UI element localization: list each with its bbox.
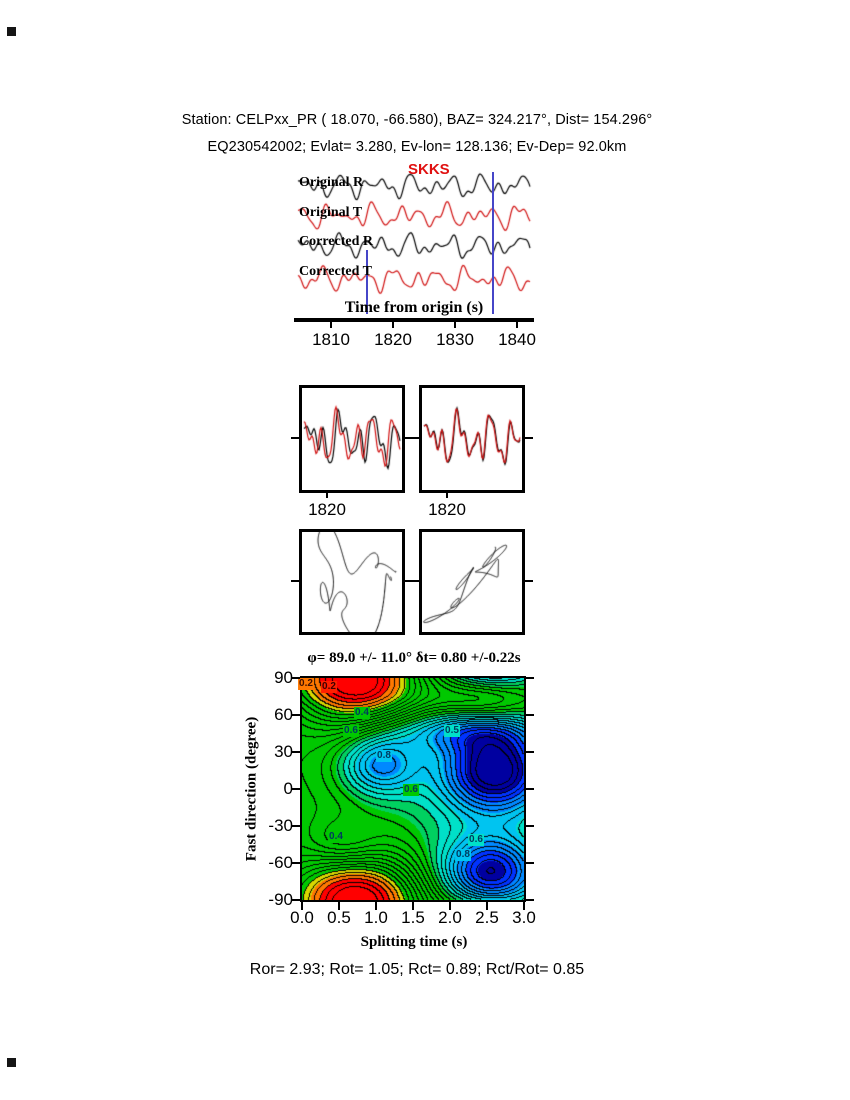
- tick-mark: [411, 580, 419, 582]
- tick-mark: [292, 714, 300, 716]
- splitting-time-tick-label: 0.0: [290, 908, 314, 927]
- trace-label: Corrected T: [299, 264, 372, 279]
- tick-mark: [326, 492, 328, 498]
- tick-mark: [449, 902, 451, 910]
- time-tick-label: 1840: [498, 330, 536, 349]
- particle-motion-original-canvas: [302, 532, 402, 632]
- tick-mark: [301, 902, 303, 910]
- tick-mark: [526, 899, 534, 901]
- tick-mark: [486, 902, 488, 910]
- corner-mark: [7, 1058, 16, 1067]
- time-tick-label: 1810: [312, 330, 350, 349]
- tick-mark: [526, 862, 534, 864]
- tick-mark: [292, 751, 300, 753]
- tick-mark: [526, 751, 534, 753]
- contour-label: 0.5: [444, 725, 460, 737]
- time-tick-label: 1830: [436, 330, 474, 349]
- tick-mark: [291, 437, 299, 439]
- window-tick-label: 1820: [308, 500, 346, 519]
- tick-mark: [526, 677, 534, 679]
- tick-mark: [291, 580, 299, 582]
- quality-footer: Ror= 2.93; Rot= 1.05; Rct= 0.89; Rct/Rot…: [249, 961, 585, 978]
- tick-mark: [405, 580, 413, 582]
- tick-mark: [375, 902, 377, 910]
- trace-label: Original T: [299, 205, 363, 220]
- splitting-time-tick-label: 2.5: [475, 908, 499, 927]
- window-box-original: [299, 385, 405, 493]
- fast-direction-tick-label: 60: [274, 705, 293, 724]
- contour-label: 0.4: [354, 707, 370, 719]
- tick-mark: [525, 580, 533, 582]
- tick-mark: [292, 825, 300, 827]
- tick-mark: [412, 902, 414, 910]
- fast-direction-tick-label: 0: [283, 779, 293, 798]
- event-header: EQ230542002; Evlat= 3.280, Ev-lon= 128.1…: [207, 139, 627, 155]
- particle-motion-box-corrected: [419, 529, 525, 635]
- window-start-marker: [366, 250, 368, 314]
- tick-mark: [405, 437, 413, 439]
- fast-direction-tick-label: 30: [274, 742, 293, 761]
- tick-mark: [330, 322, 332, 328]
- window-box-corrected: [419, 385, 525, 493]
- tick-mark: [454, 322, 456, 328]
- contour-label: 0.4: [328, 831, 344, 843]
- contour-label: 0.6: [403, 784, 419, 796]
- contour-label: 0.2: [321, 681, 337, 693]
- tick-mark: [292, 677, 300, 679]
- tick-mark: [526, 825, 534, 827]
- contour-title: φ= 89.0 +/- 11.0° δt= 0.80 +/-0.22s: [307, 650, 521, 666]
- tick-mark: [292, 862, 300, 864]
- fast-direction-tick-label: -90: [268, 890, 293, 909]
- splitting-time-tick-label: 0.5: [327, 908, 351, 927]
- window-end-marker: [492, 172, 494, 314]
- window-tick-label: 1820: [428, 500, 466, 519]
- contour-label: 0.2: [298, 678, 314, 690]
- trace-label: Corrected R: [299, 234, 373, 249]
- tick-mark: [526, 714, 534, 716]
- time-tick-label: 1820: [374, 330, 412, 349]
- tick-mark: [523, 902, 525, 910]
- contour-label: 0.6: [468, 834, 484, 846]
- fast-direction-tick-label: -60: [268, 853, 293, 872]
- tick-mark: [292, 899, 300, 901]
- time-axis-label: Time from origin (s): [344, 299, 484, 316]
- particle-motion-box-original: [299, 529, 405, 635]
- fast-direction-tick-label: 90: [274, 668, 293, 687]
- contour-label: 0.8: [455, 849, 471, 861]
- splitting-time-tick-label: 1.5: [401, 908, 425, 927]
- tick-mark: [338, 902, 340, 910]
- window-corrected-canvas: [422, 388, 522, 490]
- tick-mark: [526, 788, 534, 790]
- splitting-time-tick-label: 3.0: [512, 908, 536, 927]
- contour-xlabel: Splitting time (s): [360, 934, 468, 950]
- tick-mark: [525, 437, 533, 439]
- tick-mark: [411, 437, 419, 439]
- tick-mark: [446, 492, 448, 498]
- trace-label: Original R: [299, 175, 364, 190]
- contour-label: 0.6: [343, 725, 359, 737]
- tick-mark: [292, 788, 300, 790]
- tick-mark: [516, 322, 518, 328]
- contour-label: 0.8: [376, 750, 392, 762]
- time-axis-line: [294, 318, 534, 322]
- tick-mark: [392, 322, 394, 328]
- corner-mark: [7, 27, 16, 36]
- window-original-canvas: [302, 388, 402, 490]
- contour-ylabel: Fast direction (degree): [243, 716, 260, 862]
- fast-direction-tick-label: -30: [268, 816, 293, 835]
- particle-motion-corrected-canvas: [422, 532, 522, 632]
- splitting-time-tick-label: 2.0: [438, 908, 462, 927]
- station-header: Station: CELPxx_PR ( 18.070, -66.580), B…: [181, 112, 653, 128]
- splitting-time-tick-label: 1.0: [364, 908, 388, 927]
